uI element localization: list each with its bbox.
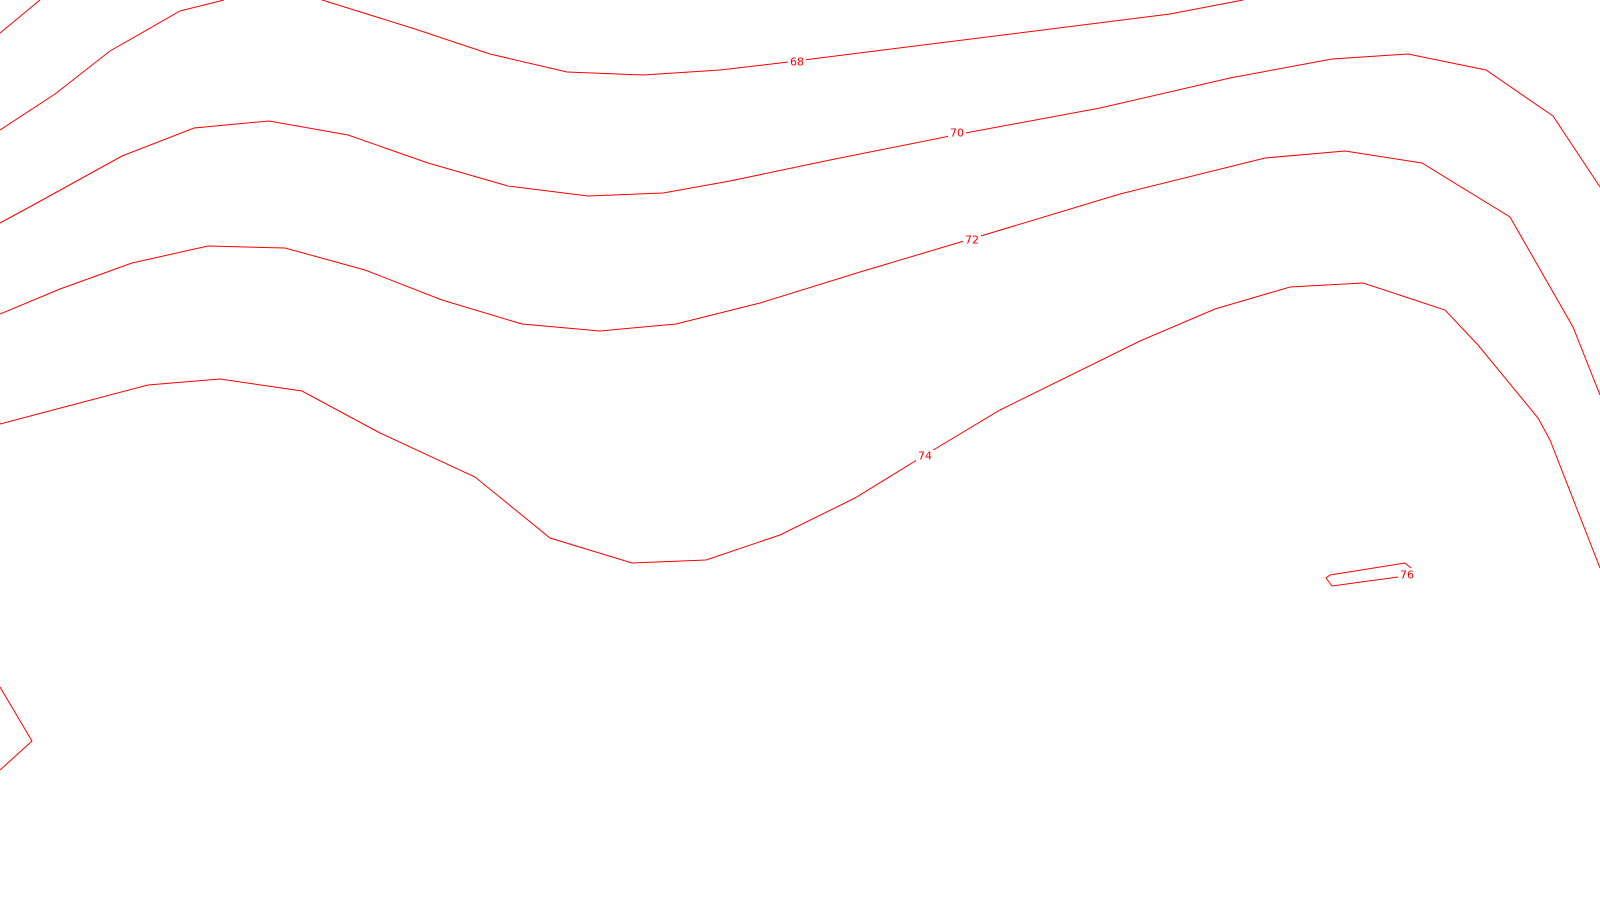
contour-label-72: 72	[963, 234, 981, 247]
contour-label-70-text: 70	[950, 127, 964, 140]
contour-label-68-text: 68	[790, 56, 804, 69]
contour-label-74-text: 74	[918, 450, 932, 463]
contour-label-72-text: 72	[965, 234, 979, 247]
contour-line	[0, 0, 41, 34]
contour-line-68	[321, 0, 1244, 76]
contour-line-72	[0, 150, 1600, 396]
contour-line-70	[0, 53, 1600, 224]
contour-line	[0, 686, 33, 771]
contour-line-68	[0, 0, 225, 131]
contour-label-70: 70	[948, 127, 966, 140]
contour-label-76: 76	[1398, 569, 1416, 582]
contour-label-74: 74	[916, 450, 934, 463]
contour-label-76-text: 76	[1400, 569, 1414, 582]
contour-line-76	[1325, 562, 1412, 587]
contour-label-68: 68	[788, 56, 806, 69]
contour-line-74	[0, 282, 1600, 569]
